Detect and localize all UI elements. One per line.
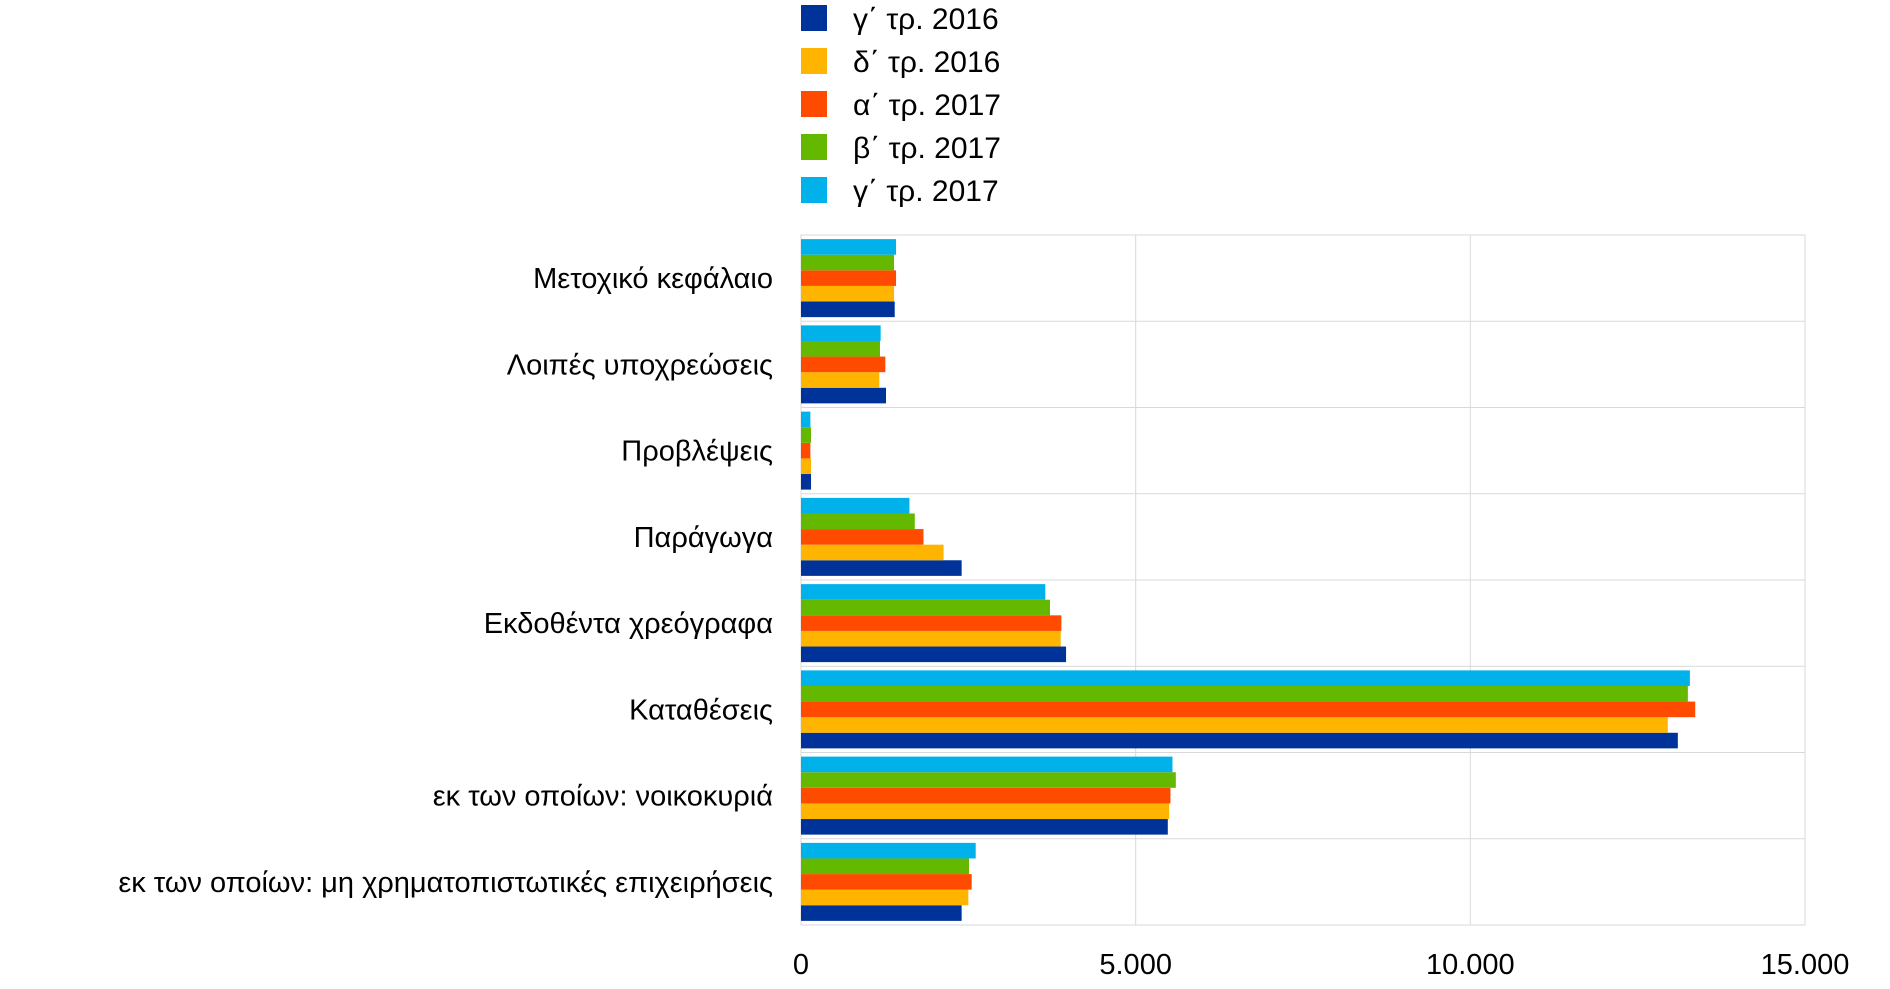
legend-label: α΄ τρ. 2017	[853, 89, 1001, 122]
legend-swatch	[801, 177, 827, 203]
bar	[801, 584, 1046, 600]
bar	[801, 615, 1062, 631]
legend-swatch	[801, 91, 827, 117]
bar	[801, 387, 887, 404]
bar	[801, 544, 944, 561]
bar	[801, 630, 1061, 647]
bars	[801, 239, 1696, 921]
bar	[801, 717, 1668, 733]
bar	[801, 254, 895, 271]
bar	[801, 670, 1690, 686]
bar	[801, 560, 962, 576]
bar	[801, 905, 962, 921]
category-label: Εκδοθέντα χρεόγραφα	[484, 608, 773, 640]
legend-swatch	[801, 134, 827, 160]
bar	[801, 646, 1067, 663]
category-labels: Μετοχικό κεφάλαιο Λοιπές υποχρεώσεις Προβλ…	[118, 263, 773, 899]
legend-label: γ΄ τρ. 2016	[853, 3, 999, 36]
bar	[801, 685, 1688, 702]
bar	[801, 239, 897, 255]
bar	[801, 285, 895, 302]
bar	[801, 803, 1170, 820]
legend-swatch	[801, 5, 827, 31]
x-axis-tick-labels: 0 5.000 10.000 15.000	[793, 949, 1849, 981]
bar	[801, 529, 924, 545]
bar	[801, 732, 1678, 749]
bar	[801, 301, 895, 318]
category-label: εκ των οποίων: μη χρηματοπιστωτικές επιχ…	[118, 867, 773, 899]
bar	[801, 858, 970, 875]
legend-label: β΄ τρ. 2017	[853, 132, 1001, 165]
bar	[801, 340, 880, 357]
legend-label: γ΄ τρ. 2017	[853, 175, 999, 208]
category-label: Λοιπές υποχρεώσεις	[507, 349, 773, 381]
category-label: Μετοχικό κεφάλαιο	[533, 263, 773, 295]
bar	[801, 442, 811, 459]
bar	[801, 497, 910, 514]
category-label: εκ των οποίων: νοικοκυριά	[433, 781, 773, 813]
bar	[801, 701, 1696, 718]
x-tick-label: 10.000	[1426, 949, 1515, 981]
bar	[801, 372, 880, 388]
bar	[801, 513, 915, 530]
bar	[801, 889, 969, 906]
bar	[801, 356, 886, 373]
x-tick-label: 15.000	[1761, 949, 1850, 981]
bar	[801, 874, 972, 890]
bar	[801, 474, 812, 490]
bar	[801, 325, 881, 341]
bar	[801, 270, 897, 286]
legend-label: δ΄ τρ. 2016	[853, 46, 1000, 79]
bar	[801, 411, 811, 428]
x-tick-label: 5.000	[1099, 949, 1172, 981]
bar	[801, 772, 1176, 788]
bar	[801, 787, 1171, 804]
bar	[801, 842, 976, 859]
bar	[801, 427, 812, 443]
category-label: Παράγωγα	[634, 522, 773, 554]
category-label: Καταθέσεις	[629, 694, 773, 726]
category-label: Προβλέψεις	[621, 436, 773, 468]
legend: γ΄ τρ. 2016 δ΄ τρ. 2016 α΄ τρ. 2017 β΄ τρ. …	[801, 3, 1001, 208]
legend-swatch	[801, 48, 827, 74]
bar	[801, 756, 1173, 773]
x-tick-label: 0	[793, 949, 809, 981]
bar	[801, 599, 1050, 616]
bar	[801, 458, 812, 475]
bar	[801, 819, 1168, 835]
